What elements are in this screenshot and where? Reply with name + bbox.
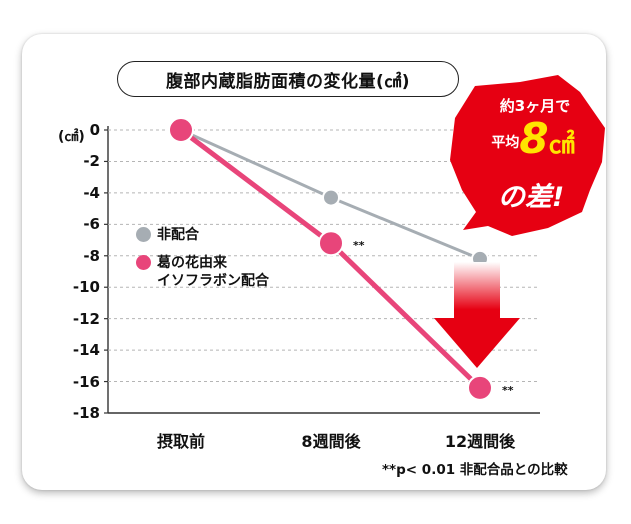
callout-unit: ㎠ [548,130,575,160]
callout-line1: 約3ヶ月で [499,97,571,115]
legend-item-series-1: 非配合 [136,226,199,244]
y-tick-label: -18 [72,404,100,422]
y-tick-label: -2 [83,152,100,171]
legend-item-series-2: 葛の花由来 イソフラボン配合 [136,254,269,290]
y-tick-label: -10 [72,278,100,297]
legend-marker [136,227,151,242]
y-tick-label: -4 [83,183,100,202]
legend-marker [136,255,151,270]
x-tick-label: 8週間後 [301,432,361,451]
data-point-series-2 [168,117,194,143]
down-arrow-shape [434,262,520,368]
x-tick-label: 12週間後 [444,432,516,451]
y-tick-label: -8 [83,246,100,265]
data-point-series-1 [322,188,340,207]
callout-burst-shape [450,75,605,236]
callout-value: 8 [519,114,549,163]
y-tick-label: -12 [72,309,100,328]
callout-prefix: 平均 [491,135,520,151]
x-tick-label: 摂取前 [156,432,206,451]
callout-line2: 平均8㎠ [468,118,598,168]
footnote: **p< 0.01 非配合品との比較 [382,462,568,478]
callout-line3: の差! [497,182,565,213]
y-tick-label: -6 [83,215,100,234]
y-axis-unit: (㎠) [58,129,85,145]
significance-label: ** [502,384,514,397]
legend-label: 非配合 [157,227,199,243]
y-tick-label: -16 [72,372,100,391]
legend-label: 葛の花由来 イソフラボン配合 [157,255,269,289]
data-point-series-2 [318,230,344,257]
y-tick-label: -14 [72,341,100,360]
data-point-series-2 [467,374,493,401]
significance-label: ** [353,239,365,252]
y-tick-label: 0 [89,121,100,139]
chart-title: 腹部内蔵脂肪面積の変化量(㎠) [117,61,459,97]
